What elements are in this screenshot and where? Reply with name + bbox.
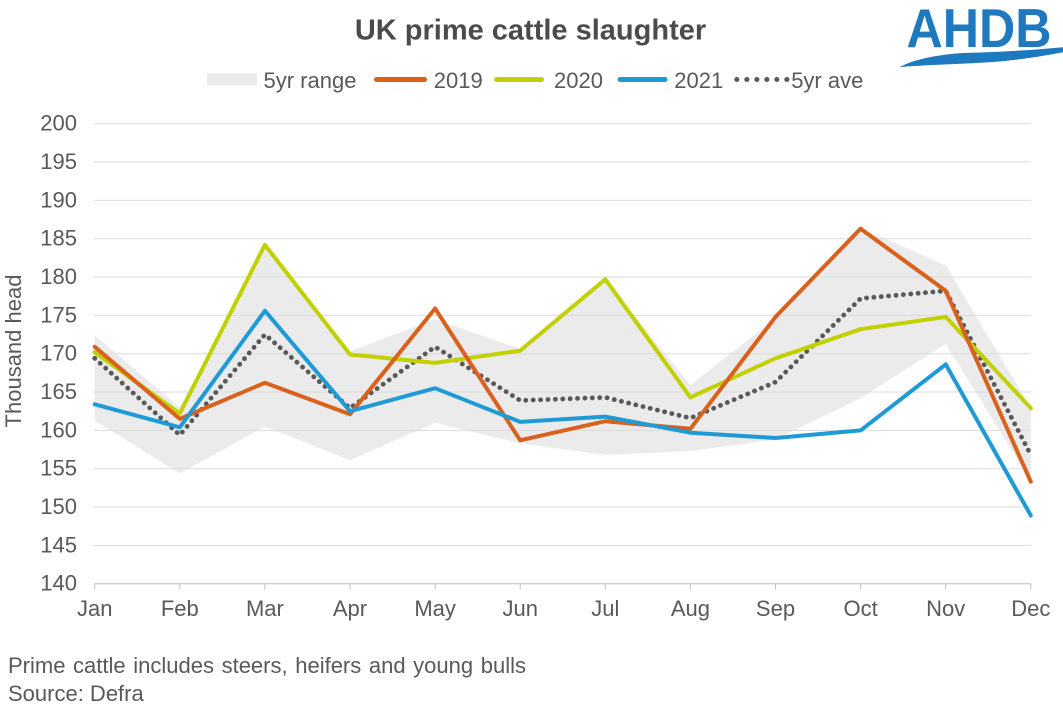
- svg-text:Jan: Jan: [77, 596, 112, 621]
- svg-text:5yr ave: 5yr ave: [791, 68, 863, 93]
- svg-text:140: 140: [40, 571, 77, 596]
- svg-text:150: 150: [40, 494, 77, 519]
- svg-text:155: 155: [40, 456, 77, 481]
- svg-text:5yr range: 5yr range: [264, 68, 357, 93]
- svg-text:Sep: Sep: [756, 596, 795, 621]
- svg-text:Thousand head: Thousand head: [1, 275, 26, 428]
- svg-text:Mar: Mar: [246, 596, 284, 621]
- svg-text:2021: 2021: [674, 68, 723, 93]
- svg-text:200: 200: [40, 111, 77, 136]
- svg-text:Prime cattle includes steers,: Prime cattle includes steers, heifers an…: [8, 653, 526, 678]
- svg-text:Aug: Aug: [671, 596, 710, 621]
- svg-text:165: 165: [40, 379, 77, 404]
- svg-text:Jun: Jun: [502, 596, 537, 621]
- svg-text:Jul: Jul: [591, 596, 619, 621]
- svg-text:Dec: Dec: [1011, 596, 1050, 621]
- svg-text:170: 170: [40, 341, 77, 366]
- svg-text:Feb: Feb: [161, 596, 199, 621]
- svg-text:180: 180: [40, 264, 77, 289]
- svg-text:195: 195: [40, 149, 77, 174]
- svg-text:Apr: Apr: [333, 596, 367, 621]
- svg-text:160: 160: [40, 417, 77, 442]
- svg-text:AHDB: AHDB: [907, 0, 1052, 59]
- svg-text:2019: 2019: [434, 68, 483, 93]
- svg-text:Nov: Nov: [926, 596, 965, 621]
- svg-text:185: 185: [40, 226, 77, 251]
- svg-text:2020: 2020: [554, 68, 603, 93]
- svg-text:Oct: Oct: [843, 596, 877, 621]
- svg-text:May: May: [414, 596, 456, 621]
- svg-text:UK prime cattle slaughter: UK prime cattle slaughter: [355, 15, 706, 47]
- svg-text:190: 190: [40, 187, 77, 212]
- svg-text:Source: Defra: Source: Defra: [8, 681, 144, 706]
- svg-text:175: 175: [40, 302, 77, 327]
- svg-text:145: 145: [40, 532, 77, 557]
